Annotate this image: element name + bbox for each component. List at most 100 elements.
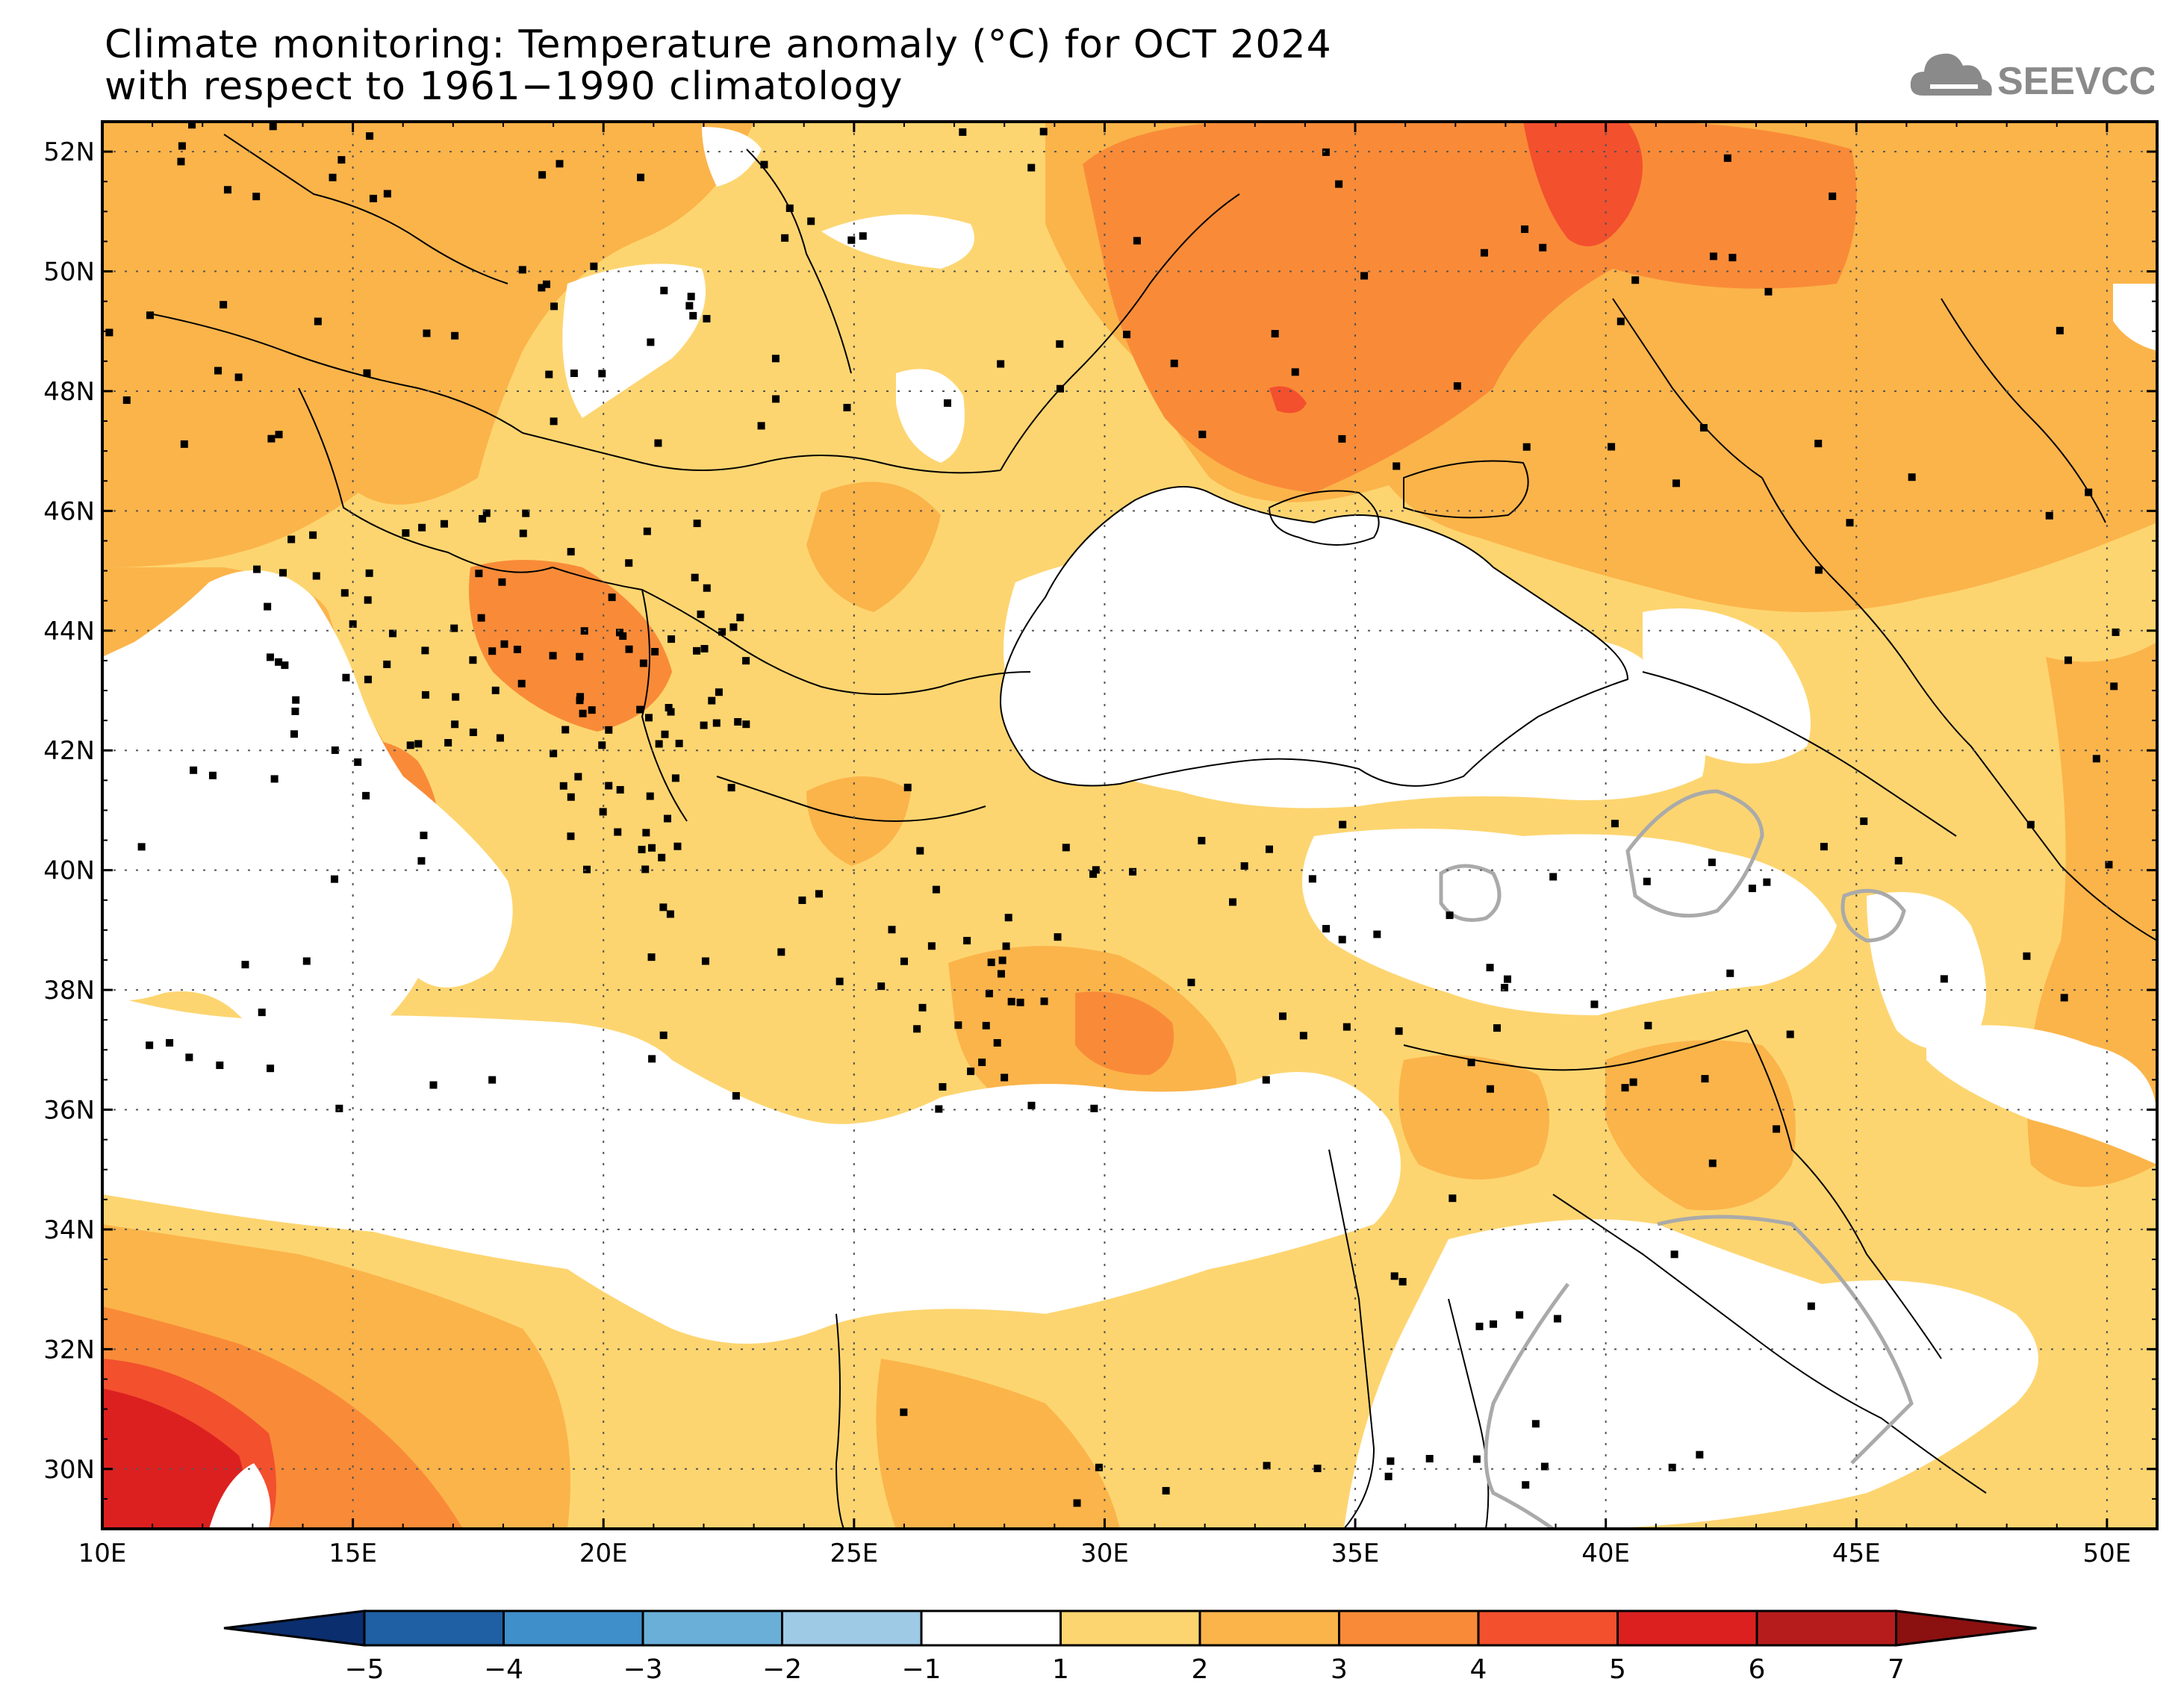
station-marker xyxy=(1472,1455,1481,1463)
station-marker xyxy=(576,696,584,705)
station-marker xyxy=(1475,1322,1484,1330)
station-marker xyxy=(105,328,113,337)
logo-text: SEEVCCC xyxy=(1997,60,2154,103)
station-marker xyxy=(1453,382,1461,390)
colorbar-extend-left xyxy=(223,1609,366,1647)
station-marker xyxy=(582,865,591,873)
station-marker xyxy=(932,885,940,894)
station-marker xyxy=(1198,430,1207,438)
station-marker xyxy=(1229,898,1237,906)
station-marker xyxy=(1643,877,1651,885)
station-marker xyxy=(1308,875,1316,883)
station-marker xyxy=(798,896,806,904)
station-marker xyxy=(815,890,823,898)
colorbar-segment xyxy=(641,1609,783,1647)
station-marker xyxy=(614,828,622,836)
station-marker xyxy=(185,1053,193,1062)
station-marker xyxy=(625,559,633,567)
colorbar-tick-label: −4 xyxy=(484,1654,523,1685)
station-marker xyxy=(498,578,506,586)
station-marker xyxy=(538,171,547,179)
station-marker xyxy=(1764,287,1773,296)
station-marker xyxy=(1670,1250,1678,1259)
station-marker xyxy=(1007,997,1015,1006)
map-frame xyxy=(101,120,2159,1530)
station-marker xyxy=(1322,925,1331,933)
station-marker xyxy=(598,741,606,749)
station-marker xyxy=(647,338,655,346)
station-marker xyxy=(903,783,912,791)
station-marker xyxy=(648,844,656,852)
station-marker xyxy=(270,775,279,783)
station-marker xyxy=(1265,845,1273,853)
station-marker xyxy=(588,706,596,714)
station-marker xyxy=(1027,1101,1036,1109)
station-marker xyxy=(605,782,613,790)
station-marker xyxy=(252,193,261,201)
station-marker xyxy=(1335,180,1343,188)
station-marker xyxy=(1090,1104,1098,1112)
station-marker xyxy=(637,173,645,181)
station-marker xyxy=(646,792,654,800)
station-marker xyxy=(693,520,701,528)
station-marker xyxy=(1621,1084,1629,1092)
station-marker xyxy=(843,404,851,412)
title-line-1: Climate monitoring: Temperature anomaly … xyxy=(105,22,1332,67)
station-marker xyxy=(137,843,146,851)
station-marker xyxy=(287,535,296,543)
lat-tick-label: 50N xyxy=(43,258,95,287)
colorbar-tick-label: 6 xyxy=(1749,1654,1766,1685)
station-marker xyxy=(638,846,646,854)
station-marker xyxy=(2026,820,2035,829)
station-marker xyxy=(651,648,659,656)
station-marker xyxy=(927,942,936,950)
colorbar-tick-label: −1 xyxy=(901,1654,941,1685)
station-marker xyxy=(616,785,624,794)
station-marker xyxy=(913,1025,921,1033)
station-marker xyxy=(267,1065,275,1073)
longitude-axis: 10E 15E 20E 25E 30E 35E 40E 45E 50E xyxy=(78,122,2158,1568)
station-marker xyxy=(1056,384,1064,393)
station-marker xyxy=(452,693,460,701)
station-marker xyxy=(1539,243,1547,252)
station-marker xyxy=(292,696,300,704)
station-marker xyxy=(663,814,671,823)
station-marker xyxy=(1672,479,1680,487)
station-marker xyxy=(742,720,750,729)
station-marker xyxy=(1553,1315,1561,1323)
station-marker xyxy=(1338,434,1346,443)
station-marker xyxy=(258,1009,266,1017)
station-marker xyxy=(2045,511,2053,520)
station-marker xyxy=(1748,885,1756,893)
station-marker xyxy=(959,128,967,136)
station-marker xyxy=(1940,975,1948,983)
station-marker xyxy=(1395,1027,1403,1035)
station-marker xyxy=(685,302,694,310)
station-marker xyxy=(734,717,742,726)
station-marker xyxy=(579,709,587,717)
station-marker xyxy=(561,726,570,734)
station-marker xyxy=(639,659,647,667)
station-marker xyxy=(389,629,397,638)
colorbar-segment xyxy=(1198,1609,1340,1647)
station-marker xyxy=(712,719,721,727)
station-marker xyxy=(2110,682,2118,691)
lon-tick-label: 35E xyxy=(1331,1539,1380,1568)
station-marker xyxy=(900,957,908,965)
station-marker xyxy=(1608,443,1616,451)
station-marker xyxy=(349,620,357,628)
station-marker xyxy=(2105,861,2113,869)
station-marker xyxy=(1398,1277,1407,1285)
station-marker xyxy=(214,367,223,375)
station-marker xyxy=(689,311,697,320)
station-marker xyxy=(559,782,567,790)
title-line-2: with respect to 1961−1990 climatology xyxy=(105,64,903,109)
station-marker xyxy=(777,948,785,956)
station-marker xyxy=(619,632,627,640)
station-marker xyxy=(1726,969,1734,977)
station-marker xyxy=(477,614,485,622)
station-marker xyxy=(1480,249,1488,257)
colorbar-tick-label: −3 xyxy=(623,1654,662,1685)
station-marker xyxy=(643,527,651,535)
